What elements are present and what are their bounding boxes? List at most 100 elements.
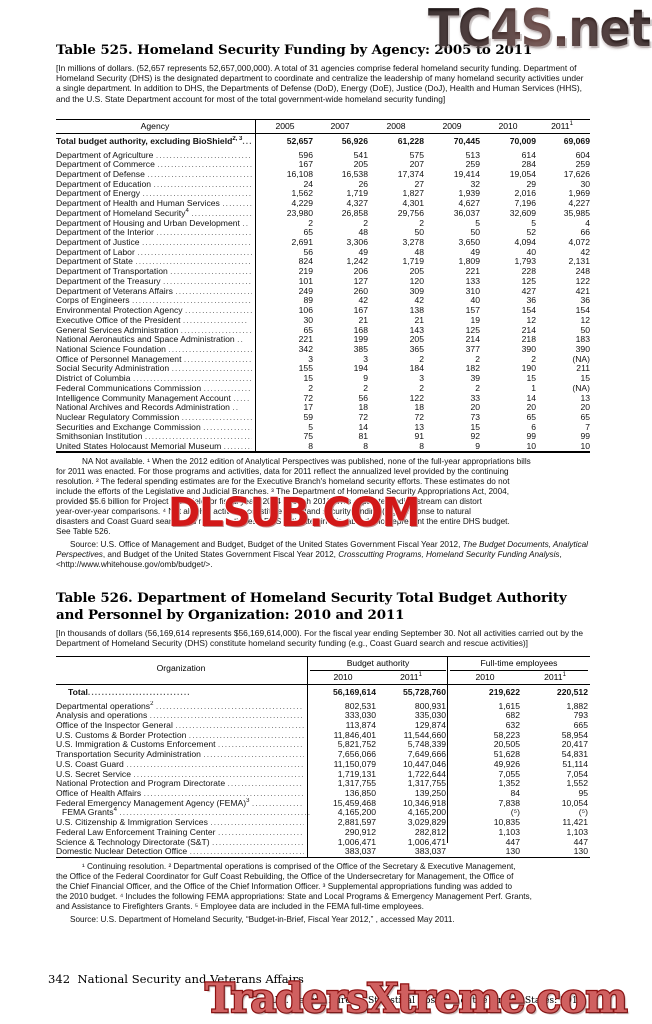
t525-cell-c5: 30 — [580, 178, 590, 189]
page-footer: 342 National Security and Veterans Affai… — [48, 972, 304, 986]
t526-cell-c1: 10,346,918 — [402, 797, 446, 808]
t526-cell-c3: 7,054 — [566, 768, 588, 779]
t525-cell-c1: 127 — [353, 275, 368, 286]
table-526-group-rule-right — [450, 669, 588, 671]
row-label: National Protection and Program Director… — [56, 778, 303, 789]
t525-cell-c3: 73 — [470, 411, 480, 422]
t525-cell-c0: 2 — [308, 382, 313, 393]
t525-cell-c4: 14 — [526, 392, 536, 403]
t526-cell-c2: 447 — [505, 836, 520, 847]
t525-cell-c0: 72 — [303, 392, 313, 403]
t525-cell-c4: 52 — [526, 227, 536, 238]
t525-cell-c5: 7 — [585, 421, 590, 432]
t525-cell-c0: 89 — [303, 295, 313, 306]
t525-cell-c1: 26,858 — [341, 207, 368, 218]
table-525-col-2011: 20111 — [534, 121, 590, 131]
t525-cell-c2: 27 — [414, 178, 424, 189]
t525-cell-c0: 15 — [303, 373, 313, 384]
t525-cell-c4: 190 — [521, 363, 536, 374]
t526-cell-c3: 793 — [573, 710, 588, 721]
total-label-text: Total budget authority, excluding BioShi… — [56, 136, 233, 146]
t525-cell-c1: 3 — [363, 353, 368, 364]
row-label: Transportation Security Administration .… — [56, 749, 304, 760]
t525-cell-c3: 5 — [475, 217, 480, 228]
table-row: Nuclear Regulatory Commission ..........… — [0, 412, 652, 422]
t525-cell-c1: 199 — [353, 334, 368, 345]
table-row: Department of Agriculture ..............… — [0, 150, 652, 160]
t525-cell-c4: 2 — [531, 353, 536, 364]
t526-cell-c2: 51,628 — [493, 749, 520, 760]
t525-cell-c0: 1,562 — [291, 188, 313, 199]
t525-cell-c2: 3 — [419, 373, 424, 384]
row-label: U.S. Coast Guard .......................… — [56, 758, 304, 769]
table-525-col-2007: 2007 — [330, 121, 350, 131]
row-label: U.S. Citizenship & Immigration Services … — [56, 817, 304, 828]
t526-cell-c3: 54,831 — [561, 749, 588, 760]
t526-cell-c2: 7,838 — [498, 797, 520, 808]
t525-cell-c5: 183 — [575, 334, 590, 345]
t525-cell-c3: 33 — [470, 392, 480, 403]
t525-cell-c1: 2 — [363, 382, 368, 393]
t525-cell-c3: 221 — [465, 266, 480, 277]
footnote-line: and Assistance to Firefighters Grants. ⁵… — [56, 902, 424, 912]
t525-cell-c2: 8 — [419, 441, 424, 452]
table-row: Federal Emergency Management Agency (FEM… — [0, 798, 652, 808]
t525-cell-c5: 15 — [580, 373, 590, 384]
row-label: Smithsonian Institution ................… — [56, 431, 252, 442]
t526-cell-c3: 20,417 — [561, 739, 588, 750]
table-526-total-fte-2010: 219,622 — [488, 687, 520, 697]
t525-cell-c5: 390 — [575, 343, 590, 354]
footnote-line: ¹ Continuing resolution. ² Departmental … — [82, 862, 516, 871]
t525-cell-c0: 8 — [308, 441, 313, 452]
t525-cell-c1: 16,538 — [341, 168, 368, 179]
t525-cell-c0: 2 — [308, 217, 313, 228]
t525-cell-c4: 4,094 — [514, 237, 536, 247]
t526-cell-c2: 1,615 — [498, 700, 520, 711]
table-row: United States Holocaust Memorial Museum … — [0, 441, 652, 451]
t525-cell-c5: 4 — [585, 217, 590, 228]
t525-cell-c0: 155 — [298, 363, 313, 374]
table-row: Federal Law Enforcement Training Center … — [0, 827, 652, 837]
t525-cell-c3: 182 — [465, 363, 480, 374]
t525-cell-c5: 154 — [575, 305, 590, 315]
t525-cell-c5: 2,131 — [568, 256, 590, 267]
row-label: Department of Commerce .................… — [56, 159, 252, 170]
t526-cell-c3: (⁵) — [578, 807, 588, 818]
row-label: U.S. Secret Service ....................… — [56, 768, 304, 779]
footnote-line: See Table 526. — [56, 527, 111, 537]
t526-cell-c2: 1,352 — [498, 778, 520, 789]
t525-cell-c3: 92 — [470, 431, 480, 442]
t525-cell-c1: 49 — [358, 246, 368, 257]
t525-cell-c1: 194 — [353, 363, 368, 374]
row-label: Department of Justice ..................… — [56, 237, 252, 247]
footnote-line: the Chief Financial Officer, and the Off… — [56, 882, 513, 892]
t526-cell-c3: 51,114 — [562, 758, 588, 769]
t525-cell-c4: 125 — [521, 275, 536, 286]
table-row: Intelligence Community Management Accoun… — [0, 393, 652, 403]
t526-cell-c3: 130 — [573, 846, 588, 857]
row-label: Department of Labor ....................… — [56, 246, 252, 257]
t525-cell-c3: 157 — [465, 305, 480, 315]
t526-cell-c1: 7,649,666 — [407, 749, 446, 760]
t525-cell-c1: 1,719 — [346, 188, 368, 199]
table-row: Federal Communications Commission ......… — [0, 383, 652, 393]
table-525-col-2008: 2008 — [386, 121, 406, 131]
table-525-source: Source: U.S. Office of Management and Bu… — [56, 539, 588, 569]
t525-cell-c1: 26 — [358, 178, 368, 189]
t525-cell-c3: 50 — [470, 227, 480, 238]
t525-cell-c2: 18 — [414, 402, 424, 413]
t525-cell-c2: 575 — [409, 149, 424, 160]
t526-cell-c1: 129,874 — [414, 719, 446, 730]
t525-cell-c5: (NA) — [572, 382, 590, 393]
table-row: U.S. Coast Guard .......................… — [0, 759, 652, 769]
t525-cell-c0: 65 — [303, 324, 313, 335]
row-label: Corps of Engineers .....................… — [56, 295, 252, 306]
t525-cell-c2: 184 — [409, 363, 424, 374]
footnote-line: NA Not available. ¹ When the 2012 editio… — [82, 456, 531, 466]
t526-cell-c3: 665 — [573, 719, 588, 730]
total-label-text: Total — [68, 687, 88, 697]
table-525-title: Table 525. Homeland Security Funding by … — [56, 42, 533, 58]
table-526-group-rule-left — [310, 669, 446, 671]
t525-cell-c1: 8 — [363, 441, 368, 452]
table-525-col-2005: 2005 — [275, 121, 295, 131]
